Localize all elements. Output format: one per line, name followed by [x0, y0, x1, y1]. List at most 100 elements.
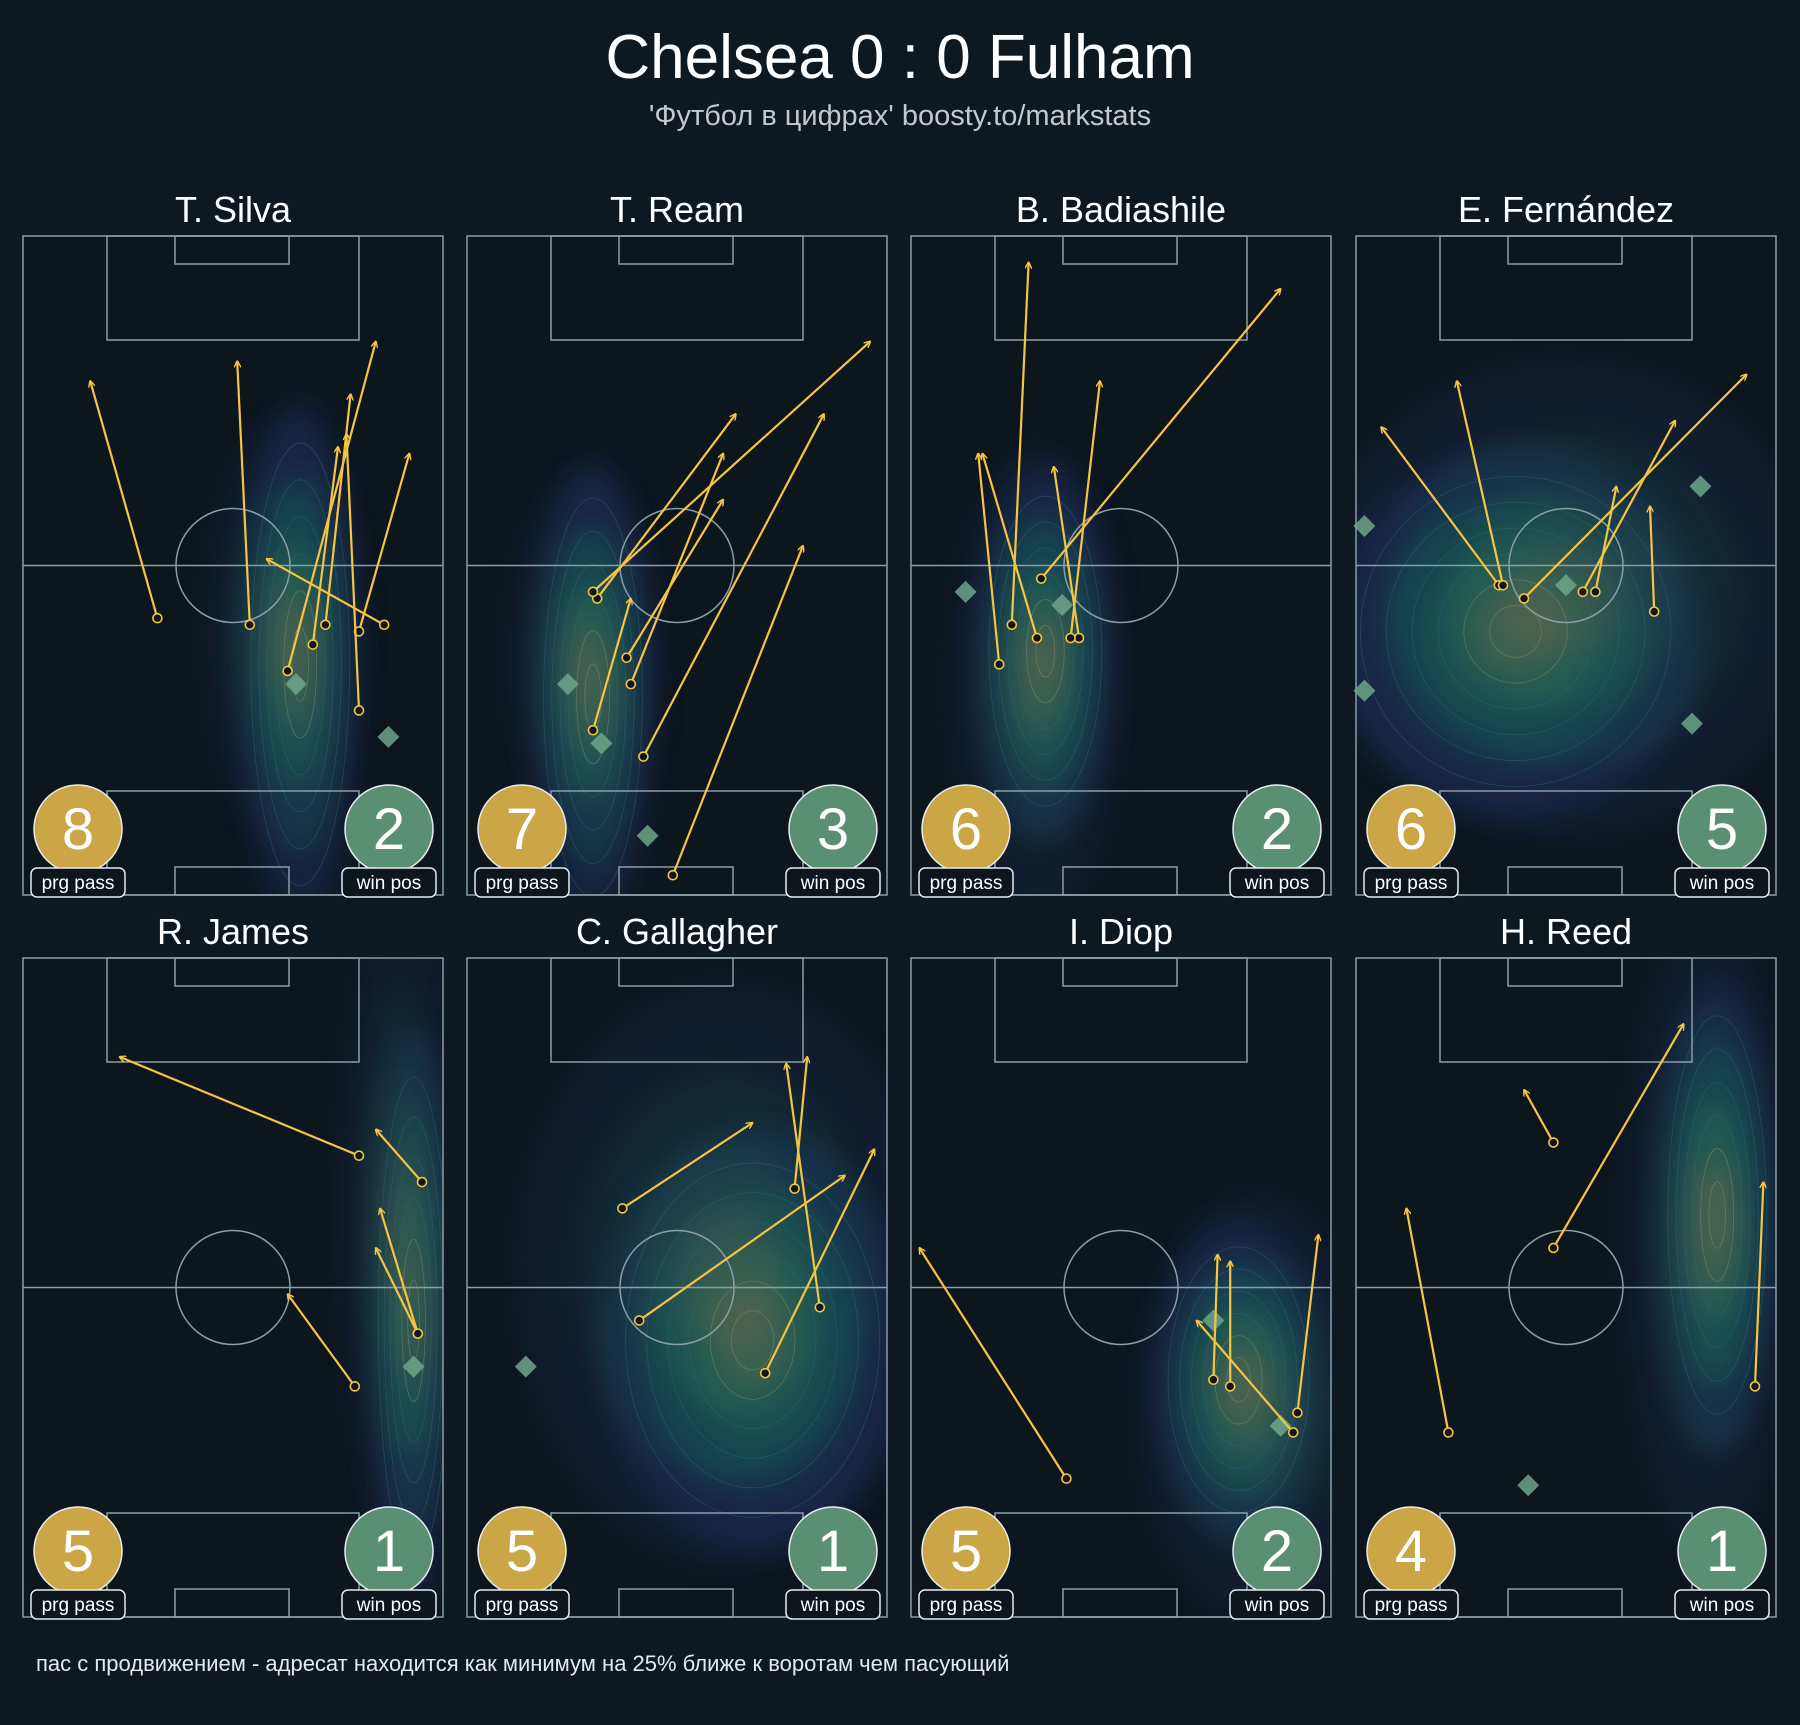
density-contour [709, 1280, 796, 1400]
density-contour [551, 530, 635, 864]
win-position-marker [556, 673, 579, 696]
win-position-marker [636, 824, 659, 847]
progressive-pass-arrow [1197, 1320, 1295, 1434]
win-pos-label-box [341, 1589, 437, 1620]
pass-origin-dot [625, 678, 637, 690]
progressive-pass-arrow [592, 341, 870, 593]
six-yard-box-bottom [618, 1588, 734, 1618]
density-contour [1700, 1148, 1735, 1282]
pass-origin-dot [1590, 586, 1601, 598]
center-circle [1508, 1229, 1624, 1346]
density-contour [576, 630, 610, 765]
progressive-pass-arrow [1040, 289, 1280, 580]
progressive-pass-arrow [1457, 381, 1505, 586]
win-pos-count: 1 [1706, 1519, 1738, 1584]
player-name: E. Fernández [1458, 189, 1674, 230]
pass-origin-dot [1224, 1381, 1236, 1392]
player-panel: H. Reed 4 prg pass 1 win pos [1355, 911, 1777, 1620]
pass-origin-dot [1035, 573, 1047, 584]
pass-origin-dot [814, 1301, 826, 1313]
win-position-marker [1517, 1474, 1540, 1497]
win-pos-label-box [1674, 1589, 1770, 1620]
progressive-pass-arrow [288, 1294, 356, 1387]
win-pos-label-box [1229, 867, 1325, 898]
player-name: T. Ream [610, 189, 744, 230]
player-panel: I. Diop 5 prg pass 2 win pos [910, 911, 1332, 1620]
density-contour [401, 1238, 426, 1403]
player-name: R. James [157, 911, 309, 952]
win-position-marker [1051, 594, 1074, 617]
density-contour [625, 1162, 881, 1518]
progressive-pass-arrow [376, 1248, 419, 1335]
win-pos-label: win pos [356, 1595, 421, 1616]
win-pos-label-box [1674, 867, 1770, 898]
prg-pass-label-box [30, 867, 126, 898]
win-position-marker [514, 1355, 537, 1378]
density-contour [389, 1157, 438, 1484]
pass-origin-dot [587, 724, 599, 736]
win-position-marker [1353, 514, 1376, 537]
prg-pass-count: 7 [506, 797, 538, 862]
six-yard-box-bottom [1507, 866, 1623, 896]
player-panel: T. Ream 7 prg pass 3 win pos [466, 189, 888, 898]
density-blob [207, 420, 359, 843]
six-yard-box-top [174, 957, 290, 987]
pass-origin-dot [587, 586, 599, 598]
density-contour [266, 516, 334, 813]
density-contour [1437, 553, 1594, 710]
win-pos-label-box [1229, 1589, 1325, 1620]
win-position-marker [1269, 1414, 1292, 1437]
progressive-pass-arrow [1212, 1255, 1217, 1380]
six-yard-box-bottom [174, 866, 290, 896]
progressive-pass-arrow [1552, 1024, 1683, 1249]
win-pos-count: 2 [373, 797, 405, 862]
density-contour [1026, 599, 1065, 704]
progressive-pass-arrow [919, 1248, 1068, 1480]
win-position-marker [285, 673, 307, 696]
progressive-pass-arrow [625, 500, 724, 659]
six-yard-box-top [1507, 235, 1623, 265]
density-blob [342, 958, 443, 1552]
density-layer [567, 616, 602, 700]
pass-origin-dot [412, 1328, 424, 1339]
center-circle [1063, 507, 1179, 624]
pass-origin-dot [1497, 579, 1509, 591]
prg-pass-label: prg pass [42, 873, 115, 894]
six-yard-box-bottom [1062, 1588, 1178, 1618]
progressive-pass-arrow [1581, 421, 1675, 593]
pass-origin-dot [320, 619, 331, 631]
prg-pass-count: 5 [62, 1519, 94, 1584]
pass-origin-dot [1006, 619, 1018, 631]
pass-origin-dot [617, 1203, 628, 1214]
progressive-pass-arrow [1069, 381, 1100, 639]
progressive-pass-arrow [90, 381, 159, 619]
prg-pass-label-box [30, 1589, 126, 1620]
density-contour [988, 495, 1103, 807]
player-panel: T. Silva 8 prg pass 2 win pos [22, 189, 444, 898]
density-contour [1007, 547, 1084, 755]
pass-origin-dot [378, 619, 390, 631]
density-heatmap [1356, 361, 1776, 836]
density-contour [275, 553, 326, 776]
density-contour [1463, 579, 1568, 684]
prg-pass-label-box [1363, 867, 1459, 898]
progressive-pass-arrow [1406, 1208, 1450, 1433]
prg-pass-label-box [918, 1589, 1014, 1620]
density-layer [1689, 1163, 1728, 1306]
pass-origin-dot [993, 659, 1005, 670]
progressive-pass-arrow [376, 1129, 423, 1183]
win-pos-label: win pos [1244, 1595, 1309, 1616]
density-heatmap [508, 460, 661, 895]
player-name: C. Gallagher [576, 911, 778, 952]
win-position-marker [1689, 475, 1712, 498]
win-pos-label: win pos [800, 1595, 865, 1616]
win-position-marker [954, 580, 977, 603]
six-yard-box-bottom [174, 1588, 290, 1618]
prg-pass-label: prg pass [930, 1595, 1003, 1616]
player-name: B. Badiashile [1016, 189, 1226, 230]
pass-origin-dot [1292, 1407, 1303, 1419]
player-panel: C. Gallagher 5 prg pass 1 win pos [466, 911, 888, 1620]
progressive-pass-arrow [591, 598, 631, 731]
progressive-pass-arrow [638, 1175, 845, 1322]
